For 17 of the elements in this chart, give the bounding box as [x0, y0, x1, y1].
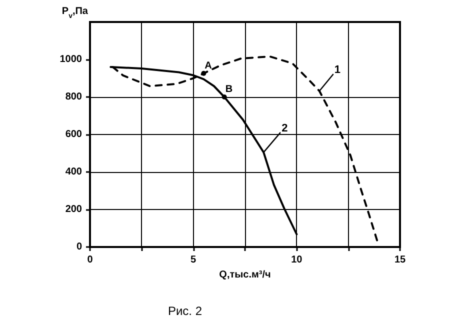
y-tick-label: 0 [76, 242, 82, 252]
x-tick-label: 0 [87, 254, 94, 266]
y-axis-title: P$_{v}$,Па [62, 6, 88, 20]
x-tick-label: 15 [394, 254, 406, 266]
annotation: B [225, 84, 233, 95]
text: 2 [282, 122, 288, 134]
text: Рис. 2 [168, 304, 202, 318]
annotation: A [204, 60, 212, 72]
x-tick-label: 10 [291, 254, 303, 266]
y-tick-label: 400 [65, 166, 82, 178]
y-tick-label: 200 [65, 204, 82, 215]
x-tick-label: 5 [190, 254, 197, 266]
y-tick-label: 800 [65, 92, 82, 102]
y-tick-label: 1000 [60, 54, 82, 65]
x-axis-title: Q,тыс.м³/ч [219, 269, 272, 280]
series-label: 1 [334, 64, 341, 76]
y-tick-label: 600 [65, 129, 82, 140]
